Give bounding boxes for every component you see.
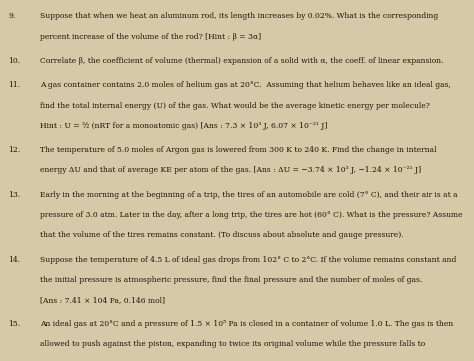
Text: Correlate β, the coefficient of volume (thermal) expansion of a solid with α, th: Correlate β, the coefficient of volume (…	[39, 57, 443, 65]
Text: A gas container contains 2.0 moles of helium gas at 20°C.  Assuming that helium : A gas container contains 2.0 moles of he…	[39, 82, 450, 90]
Text: pressure of 3.0 atm. Later in the day, after a long trip, the tires are hot (60°: pressure of 3.0 atm. Later in the day, a…	[39, 211, 462, 219]
Text: An ideal gas at 20°C and a pressure of 1.5 × 10⁵ Pa is closed in a container of : An ideal gas at 20°C and a pressure of 1…	[39, 320, 453, 328]
Text: the initial pressure is atmospheric pressure, find the final pressure and the nu: the initial pressure is atmospheric pres…	[39, 276, 422, 284]
Text: 11.: 11.	[9, 82, 20, 90]
Text: Suppose that when we heat an aluminum rod, its length increases by 0.02%. What i: Suppose that when we heat an aluminum ro…	[39, 12, 438, 21]
Text: find the total internal energy (U) of the gas. What would be the average kinetic: find the total internal energy (U) of th…	[39, 101, 429, 110]
Text: Early in the morning at the beginning of a trip, the tires of an automobile are : Early in the morning at the beginning of…	[39, 191, 457, 199]
Text: allowed to push against the piston, expanding to twice its original volume while: allowed to push against the piston, expa…	[39, 340, 425, 348]
Text: energy ΔU and that of average KE per atom of the gas. [Ans : ΔU = −3.74 × 10³ J,: energy ΔU and that of average KE per ato…	[39, 166, 421, 174]
Text: 10.: 10.	[9, 57, 20, 65]
Text: percent increase of the volume of the rod? [Hint : β = 3α]: percent increase of the volume of the ro…	[39, 32, 261, 41]
Text: 13.: 13.	[9, 191, 21, 199]
Text: 14.: 14.	[9, 256, 20, 264]
Text: The temperature of 5.0 moles of Argon gas is lowered from 300 K to 240 K. Find t: The temperature of 5.0 moles of Argon ga…	[39, 146, 436, 154]
Text: 9.: 9.	[9, 12, 16, 21]
Text: 15.: 15.	[9, 320, 20, 328]
Text: Suppose the temperature of 4.5 L of ideal gas drops from 102° C to 2°C. If the v: Suppose the temperature of 4.5 L of idea…	[39, 256, 456, 264]
Text: Hint : U = ³⁄₂ (nRT for a monoatomic gas) [Ans : 7.3 × 10³ J, 6.07 × 10⁻²¹ J]: Hint : U = ³⁄₂ (nRT for a monoatomic gas…	[39, 122, 327, 130]
Text: [Ans : 7.41 × 104 Pa, 0.146 mol]: [Ans : 7.41 × 104 Pa, 0.146 mol]	[39, 296, 164, 304]
Text: 12.: 12.	[9, 146, 20, 154]
Text: that the volume of the tires remains constant. (To discuss about absolute and ga: that the volume of the tires remains con…	[39, 231, 403, 239]
